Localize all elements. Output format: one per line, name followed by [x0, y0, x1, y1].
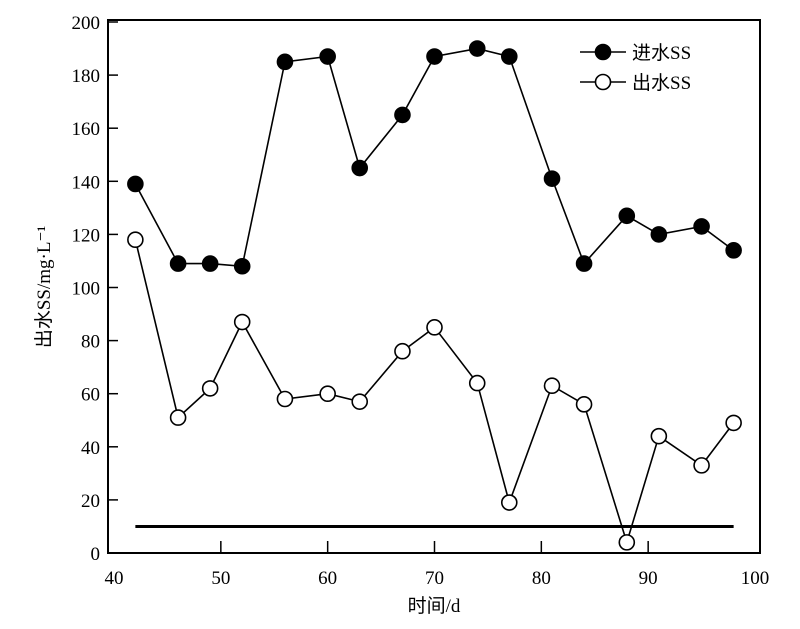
y-tick-label: 0 [91, 544, 101, 565]
data-point [319, 385, 336, 403]
data-point [426, 319, 443, 336]
y-tick-label: 140 [72, 172, 101, 193]
y-tick-label: 80 [81, 332, 100, 353]
data-point [618, 534, 636, 551]
y-axis-label: 出水SS/mg·L⁻¹ [33, 226, 55, 349]
y-tick-label: 160 [72, 119, 101, 140]
y-tick-label: 60 [81, 385, 100, 406]
x-tick-label: 60 [318, 568, 337, 589]
x-tick-label: 100 [741, 568, 770, 589]
x-tick-label: 40 [105, 568, 124, 589]
data-point [394, 106, 411, 124]
data-point [500, 494, 518, 511]
data-point [394, 342, 411, 360]
legend-marker [594, 43, 612, 61]
x-tick-label: 90 [639, 568, 658, 589]
data-point [650, 427, 668, 445]
data-point [169, 409, 187, 426]
y-tick-label: 20 [81, 491, 100, 512]
data-point [319, 48, 336, 65]
plot-frame [107, 19, 761, 554]
data-point [426, 48, 443, 65]
data-point [575, 396, 593, 413]
data-point [169, 255, 187, 272]
data-point [618, 207, 636, 225]
data-point [276, 53, 294, 71]
data-point [575, 255, 593, 272]
data-point [468, 374, 486, 392]
x-tick-label: 70 [425, 568, 444, 589]
series-0 [127, 40, 742, 275]
data-point [351, 159, 369, 177]
data-point [693, 218, 710, 235]
data-point [201, 380, 219, 397]
x-tick-label: 80 [532, 568, 551, 589]
data-point [725, 414, 742, 432]
data-point [650, 226, 668, 243]
y-tick-label: 40 [81, 438, 100, 459]
data-point [201, 255, 219, 272]
y-tick-label: 200 [72, 13, 101, 34]
legend: 进水SS 出水SS [580, 42, 691, 94]
series-1 [127, 231, 742, 551]
data-point [233, 313, 251, 331]
legend-label: 进水SS [632, 42, 691, 64]
data-point [276, 390, 294, 408]
legend-marker [594, 73, 612, 91]
data-point [543, 377, 561, 395]
y-tick-label: 120 [72, 225, 101, 246]
data-point [351, 393, 369, 410]
y-tick-label: 100 [72, 279, 101, 300]
x-tick-label: 50 [211, 568, 230, 589]
data-point [693, 457, 710, 474]
data-point [233, 257, 251, 275]
data-point [543, 170, 561, 187]
data-point [127, 175, 144, 193]
data-point [725, 242, 742, 259]
legend-label: 出水SS [632, 72, 691, 94]
series-line [134, 239, 735, 546]
data-point [468, 40, 486, 57]
data-point [500, 48, 518, 65]
x-axis-label: 时间/d [408, 595, 461, 617]
data-point [127, 231, 144, 249]
y-tick-label: 180 [72, 66, 101, 87]
